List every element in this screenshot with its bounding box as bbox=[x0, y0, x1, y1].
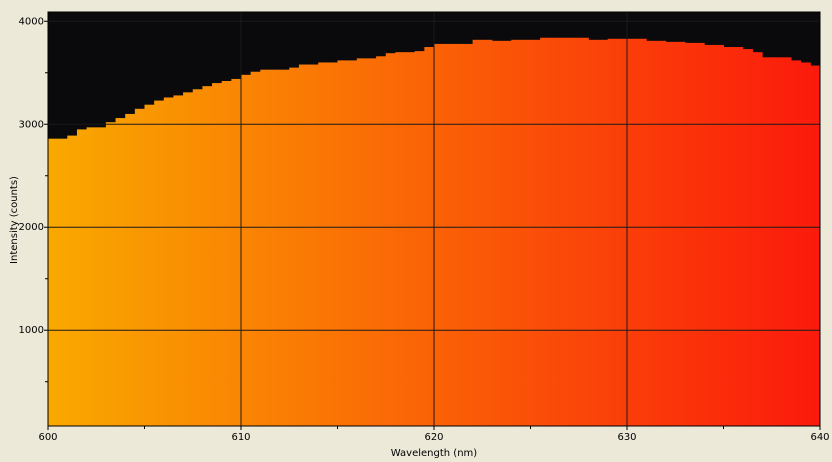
x-tick-label: 610 bbox=[231, 432, 250, 443]
spectrum-step bbox=[385, 53, 396, 426]
spectrum-step bbox=[231, 78, 242, 426]
spectrum-step bbox=[298, 64, 319, 426]
spectrum-step bbox=[491, 40, 512, 427]
spectrum-step bbox=[800, 62, 811, 427]
spectrum-step bbox=[192, 89, 203, 427]
x-tick-label: 630 bbox=[617, 432, 636, 443]
spectrum-step bbox=[742, 49, 753, 427]
spectrum-step bbox=[762, 57, 782, 426]
spectrum-step bbox=[569, 37, 589, 426]
spectrum-step bbox=[453, 43, 474, 426]
spectrum-step bbox=[289, 67, 300, 426]
spectrum-step bbox=[221, 81, 232, 426]
y-axis-title: Intensity (counts) bbox=[9, 176, 20, 264]
spectrum-step bbox=[212, 83, 223, 427]
spectrum-step bbox=[163, 97, 174, 427]
spectrum-step bbox=[76, 129, 88, 426]
spectrum-step bbox=[154, 100, 165, 426]
spectrum-step bbox=[530, 39, 541, 426]
x-tick-label: 640 bbox=[810, 432, 829, 443]
spectrum-step bbox=[684, 42, 705, 427]
spectrum-step bbox=[115, 118, 126, 427]
spectrum-step bbox=[472, 39, 493, 426]
y-tick-label: 3000 bbox=[19, 119, 44, 130]
spectrum-step bbox=[627, 38, 647, 426]
plot-frame bbox=[47, 11, 821, 427]
spectrum-step bbox=[318, 62, 338, 427]
spectrum-step bbox=[704, 44, 724, 426]
spectrum-step bbox=[646, 40, 667, 427]
spectrum-step bbox=[511, 39, 531, 426]
spectrum-step bbox=[540, 37, 551, 426]
x-axis-title: Wavelength (nm) bbox=[391, 448, 477, 459]
spectrum-step bbox=[67, 135, 78, 426]
spectrum-step bbox=[434, 43, 454, 426]
spectrum-step bbox=[144, 104, 155, 426]
spectrum-step bbox=[414, 51, 425, 426]
spectrum-step bbox=[86, 127, 107, 426]
spectrum-step bbox=[376, 56, 387, 427]
y-tick-label: 1000 bbox=[19, 325, 44, 336]
x-tick-label: 600 bbox=[38, 432, 57, 443]
spectrum-step bbox=[424, 47, 435, 427]
spectrum-step bbox=[607, 38, 628, 426]
spectrum-step bbox=[356, 58, 377, 426]
spectrum-step bbox=[48, 138, 68, 427]
spectrum-step bbox=[665, 41, 686, 427]
spectrum-step bbox=[173, 95, 184, 426]
spectrum-step bbox=[202, 86, 213, 426]
spectrum-step bbox=[241, 74, 252, 426]
spectrum-step bbox=[791, 60, 802, 426]
spectrum-step bbox=[279, 69, 290, 427]
spectrum-step bbox=[395, 52, 416, 426]
spectrum-step bbox=[588, 39, 609, 426]
spectrum-step bbox=[125, 113, 136, 426]
spectrum-step bbox=[752, 52, 763, 426]
spectrum-step bbox=[250, 71, 261, 426]
y-tick-label: 2000 bbox=[19, 222, 44, 233]
spectrum-step bbox=[134, 108, 145, 426]
spectrum-step bbox=[810, 65, 821, 426]
spectrum-step bbox=[549, 37, 570, 426]
spectrum-step bbox=[723, 47, 744, 427]
x-tick-label: 620 bbox=[424, 432, 443, 443]
spectrum-step bbox=[260, 69, 281, 427]
spectrum-step bbox=[781, 57, 792, 426]
spectrum-step bbox=[105, 122, 117, 426]
spectrum-step bbox=[337, 60, 358, 426]
y-tick-label: 4000 bbox=[19, 16, 44, 27]
spectrum-step bbox=[183, 92, 194, 426]
